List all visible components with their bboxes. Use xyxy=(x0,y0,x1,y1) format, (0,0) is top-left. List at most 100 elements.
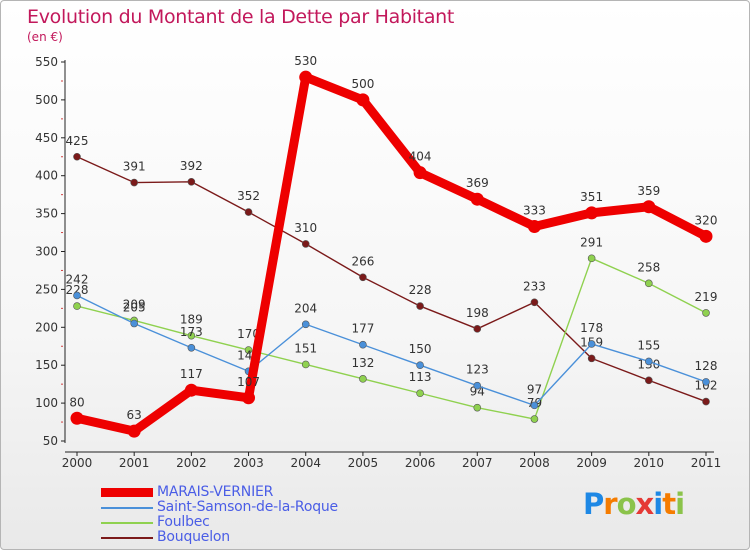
data-label-bouquelon: 198 xyxy=(466,306,489,320)
data-point-marais-vernier xyxy=(470,192,484,206)
data-point-foulbec xyxy=(645,279,653,288)
data-label-saint-samson-de-la-roque: 128 xyxy=(695,359,718,373)
logo-letter: r xyxy=(603,487,617,521)
data-label-bouquelon: 228 xyxy=(409,283,432,297)
x-tick-label: 2003 xyxy=(233,456,264,470)
data-point-foulbec xyxy=(587,254,596,263)
data-point-marais-vernier xyxy=(642,200,656,214)
data-label-foulbec: 228 xyxy=(66,283,89,297)
data-point-marais-vernier xyxy=(299,70,313,84)
data-point-saint-samson-de-la-roque xyxy=(73,291,81,300)
data-point-marais-vernier xyxy=(127,424,141,438)
data-label-saint-samson-de-la-roque: 177 xyxy=(351,322,374,336)
data-label-foulbec: 291 xyxy=(580,235,603,249)
chart-title: Evolution du Montant de la Dette par Hab… xyxy=(27,6,455,28)
x-tick-label: 2005 xyxy=(348,456,379,470)
data-point-saint-samson-de-la-roque xyxy=(416,361,424,370)
data-label-bouquelon: 391 xyxy=(123,160,146,174)
data-label-marais-vernier: 63 xyxy=(127,408,142,422)
data-label-marais-vernier: 80 xyxy=(69,395,84,409)
data-label-foulbec: 209 xyxy=(123,297,146,311)
data-label-bouquelon: 233 xyxy=(523,279,546,293)
legend-swatch xyxy=(101,507,153,509)
data-point-foulbec xyxy=(301,360,310,369)
data-point-marais-vernier xyxy=(585,206,599,220)
x-tick-label: 2004 xyxy=(290,456,321,470)
data-label-saint-samson-de-la-roque: 150 xyxy=(409,342,432,356)
data-label-marais-vernier: 359 xyxy=(637,184,660,198)
data-point-bouquelon xyxy=(416,302,424,310)
data-point-foulbec xyxy=(416,389,424,398)
series-line-bouquelon xyxy=(76,156,707,403)
y-tick-label: 250 xyxy=(35,282,58,296)
proxiti-logo: Proxiti xyxy=(583,487,685,521)
x-tick-label: 2007 xyxy=(462,456,493,470)
x-tick-label: 2009 xyxy=(576,456,607,470)
data-label-foulbec: 113 xyxy=(409,370,432,384)
data-label-saint-samson-de-la-roque: 204 xyxy=(294,301,317,315)
data-point-marais-vernier xyxy=(699,229,713,243)
legend-label: Saint-Samson-de-la-Roque xyxy=(157,499,338,515)
x-tick-label: 2006 xyxy=(405,456,436,470)
data-point-bouquelon xyxy=(244,208,253,216)
data-point-marais-vernier xyxy=(70,411,84,425)
y-tick-label: 50 xyxy=(43,434,58,448)
data-label-foulbec: 258 xyxy=(637,260,660,274)
data-point-bouquelon xyxy=(645,376,653,385)
legend-swatch xyxy=(101,488,153,497)
data-point-saint-samson-de-la-roque xyxy=(702,378,710,386)
data-label-marais-vernier: 107 xyxy=(237,375,260,389)
x-tick-label: 2001 xyxy=(119,456,150,470)
data-label-saint-samson-de-la-roque: 205 xyxy=(123,301,146,315)
data-point-foulbec xyxy=(244,346,253,354)
logo-letter: P xyxy=(583,487,604,521)
legend-label: Bouquelon xyxy=(157,529,230,545)
legend-swatch xyxy=(101,537,153,539)
legend-label: MARAIS-VERNIER xyxy=(157,484,274,500)
data-point-foulbec xyxy=(187,331,196,340)
y-tick-label: 500 xyxy=(35,93,58,107)
logo-letter: o xyxy=(616,487,637,521)
series-line-saint-samson-de-la-roque xyxy=(76,294,707,407)
data-label-foulbec: 94 xyxy=(470,385,485,399)
data-label-foulbec: 132 xyxy=(351,356,374,370)
series-line-foulbec xyxy=(76,257,707,420)
data-label-marais-vernier: 500 xyxy=(351,77,374,91)
data-point-foulbec xyxy=(473,403,482,412)
logo-letter: x xyxy=(635,487,655,521)
data-label-saint-samson-de-la-roque: 97 xyxy=(527,382,542,396)
data-point-saint-samson-de-la-roque xyxy=(645,357,653,366)
data-label-bouquelon: 352 xyxy=(237,189,260,203)
data-point-bouquelon xyxy=(359,273,367,282)
data-point-foulbec xyxy=(359,375,367,383)
data-point-marais-vernier xyxy=(242,391,256,405)
data-point-foulbec xyxy=(73,302,81,310)
data-label-saint-samson-de-la-roque: 173 xyxy=(180,325,203,339)
data-label-foulbec: 151 xyxy=(294,341,317,355)
data-label-foulbec: 189 xyxy=(180,313,203,327)
y-tick-label: 150 xyxy=(35,358,58,372)
data-point-saint-samson-de-la-roque xyxy=(473,381,482,390)
data-point-bouquelon xyxy=(187,177,196,186)
logo-letter: i xyxy=(653,487,663,521)
data-point-saint-samson-de-la-roque xyxy=(359,340,367,349)
data-label-saint-samson-de-la-roque: 178 xyxy=(580,321,603,335)
data-point-bouquelon xyxy=(530,298,539,307)
data-label-bouquelon: 310 xyxy=(294,221,317,235)
x-tick-label: 2008 xyxy=(519,456,550,470)
data-label-saint-samson-de-la-roque: 242 xyxy=(66,272,89,286)
data-label-bouquelon: 425 xyxy=(66,134,89,148)
data-point-bouquelon xyxy=(473,325,482,333)
data-label-saint-samson-de-la-roque: 123 xyxy=(466,363,489,377)
data-point-marais-vernier xyxy=(356,93,370,107)
unit-label: (en €) xyxy=(27,30,63,44)
data-point-bouquelon xyxy=(73,152,81,161)
x-tick-label: 2011 xyxy=(691,456,722,470)
y-tick-label: 550 xyxy=(35,55,58,69)
data-label-marais-vernier: 530 xyxy=(294,54,317,68)
data-label-saint-samson-de-la-roque: 155 xyxy=(637,338,660,352)
data-point-saint-samson-de-la-roque xyxy=(587,340,596,348)
data-label-marais-vernier: 320 xyxy=(695,213,718,227)
